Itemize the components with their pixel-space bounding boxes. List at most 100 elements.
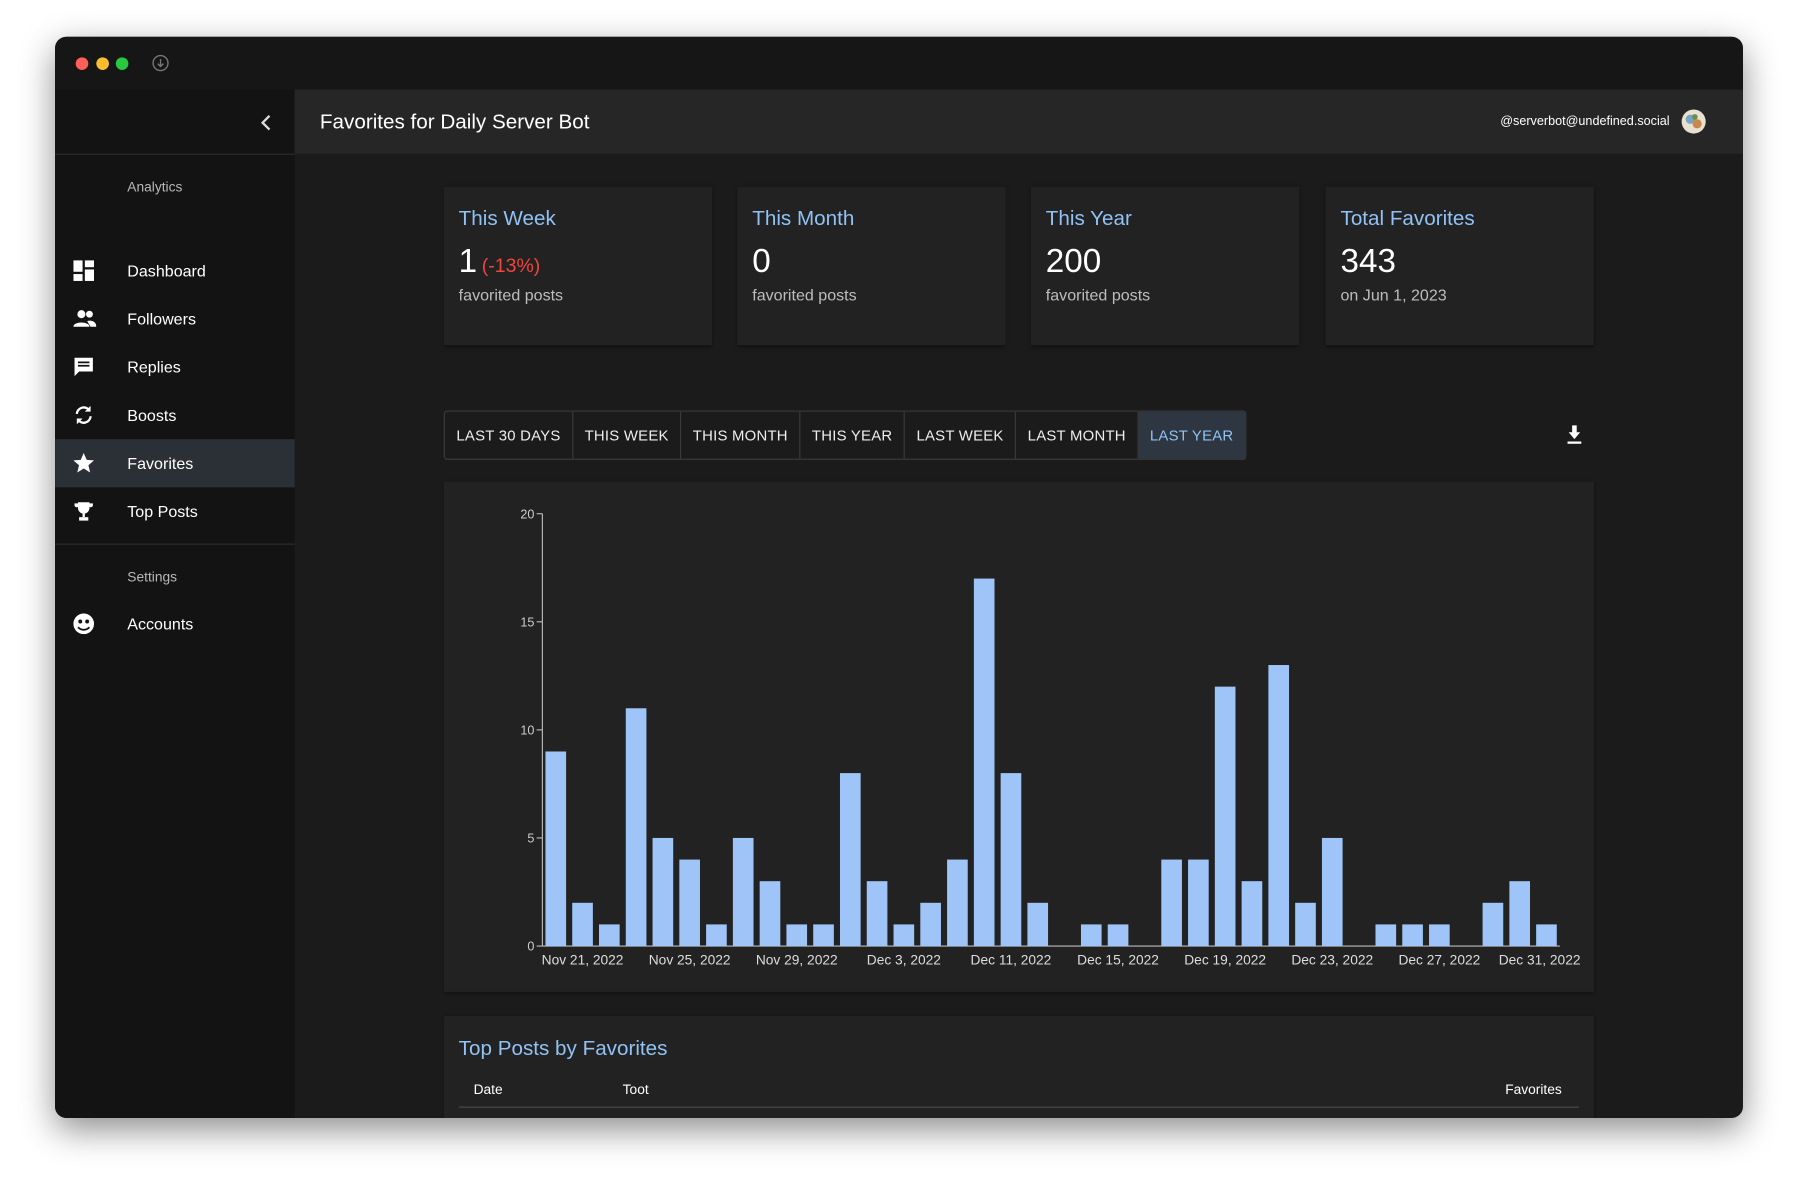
card-value: 343 bbox=[1340, 243, 1396, 280]
collapse-button[interactable] bbox=[257, 114, 275, 132]
header-rule bbox=[458, 1106, 1580, 1108]
card-title: This Year bbox=[1045, 206, 1132, 230]
tab[interactable]: THIS MONTH bbox=[681, 411, 801, 459]
y-tick-label: 10 bbox=[520, 723, 534, 737]
nav-item[interactable]: Replies bbox=[55, 343, 295, 391]
card-caption: favorited posts bbox=[1045, 285, 1151, 304]
tab[interactable]: LAST WEEK bbox=[905, 411, 1017, 459]
nav-label: Dashboard bbox=[127, 261, 206, 280]
nav-label: Boosts bbox=[127, 405, 177, 425]
card-caption: favorited posts bbox=[458, 285, 564, 304]
bar bbox=[652, 837, 674, 947]
x-tick-label: Dec 15, 2022 bbox=[1077, 952, 1159, 967]
divider bbox=[55, 543, 295, 545]
bar bbox=[813, 924, 834, 947]
card-change: (-13%) bbox=[481, 254, 541, 277]
nav-label: Replies bbox=[127, 357, 181, 377]
bar bbox=[1536, 924, 1557, 947]
bar bbox=[866, 881, 888, 947]
bar bbox=[1402, 924, 1423, 947]
y-tick-label: 20 bbox=[520, 507, 534, 521]
bar bbox=[706, 924, 727, 947]
column-header[interactable]: Date bbox=[473, 1081, 503, 1098]
card-value-row: 1 (-13%) bbox=[459, 243, 541, 281]
x-tick-label: Nov 21, 2022 bbox=[542, 952, 624, 967]
y-tick-label: 15 bbox=[520, 615, 534, 629]
bar bbox=[839, 773, 861, 947]
minimize-button[interactable] bbox=[96, 57, 109, 70]
zoom-button[interactable] bbox=[115, 57, 129, 70]
chart-card: 0 5 10 15 20 Nov 21, 2022 Nov 25, 2022 Nov 29, … bbox=[443, 481, 1594, 992]
nav-item[interactable]: Boosts bbox=[55, 391, 295, 439]
chart: 0 5 10 15 20 Nov 21, 2022 Nov 25, 2022 Nov 29, … bbox=[520, 507, 1581, 967]
nav-item[interactable]: Favorites bbox=[55, 439, 295, 488]
tab[interactable]: LAST YEAR bbox=[1138, 411, 1245, 459]
bar bbox=[625, 708, 647, 947]
followers-icon bbox=[73, 310, 97, 327]
bar bbox=[1429, 924, 1450, 947]
bar bbox=[1241, 881, 1263, 947]
bar bbox=[1080, 924, 1102, 947]
card-caption: favorited posts bbox=[752, 285, 857, 304]
nav-item[interactable]: Dashboard bbox=[55, 247, 295, 295]
card-value: 1 bbox=[458, 243, 478, 280]
user-handle[interactable]: @serverbot@undefined.social bbox=[1500, 114, 1670, 129]
y-tick-label: 5 bbox=[527, 832, 534, 846]
x-tick-label: Dec 27, 2022 bbox=[1398, 952, 1480, 967]
column-header[interactable]: Toot bbox=[622, 1081, 649, 1098]
close-button[interactable] bbox=[75, 57, 89, 70]
sidebar: Analytics Dashboard Followers Replies Bo… bbox=[55, 89, 295, 1119]
nav-label: Followers bbox=[127, 309, 196, 328]
download-status-icon[interactable] bbox=[151, 54, 169, 72]
bar bbox=[759, 881, 781, 947]
dashboard-icon bbox=[73, 260, 95, 281]
boosts-icon bbox=[75, 405, 92, 425]
favorites-icon bbox=[73, 452, 95, 473]
nav-item[interactable]: Accounts bbox=[55, 600, 295, 648]
bar bbox=[599, 924, 620, 947]
x-tick-label: Dec 31, 2022 bbox=[1499, 952, 1581, 967]
stat-card: Total Favorites 343 on Jun 1, 2023 bbox=[1325, 186, 1594, 346]
tab[interactable]: LAST 30 DAYS bbox=[445, 411, 574, 459]
nav-item[interactable]: Top Posts bbox=[55, 487, 295, 535]
bar bbox=[732, 837, 754, 947]
x-tick-label: Dec 23, 2022 bbox=[1291, 952, 1373, 967]
bar bbox=[545, 751, 567, 947]
replies-icon bbox=[74, 357, 93, 377]
card-title: This Week bbox=[458, 206, 556, 230]
x-tick-label: Nov 25, 2022 bbox=[649, 952, 731, 967]
card-value: 0 bbox=[752, 243, 771, 280]
bar bbox=[1509, 881, 1531, 947]
nav-label: Favorites bbox=[127, 454, 194, 473]
bar bbox=[1161, 859, 1182, 947]
bar bbox=[947, 859, 968, 947]
tab[interactable]: LAST MONTH bbox=[1016, 411, 1139, 459]
column-header[interactable]: Favorites bbox=[1505, 1081, 1562, 1098]
bar bbox=[1295, 902, 1316, 947]
bar bbox=[1268, 665, 1290, 947]
y-tick-label: 0 bbox=[527, 940, 534, 954]
accounts-icon bbox=[73, 613, 95, 635]
x-tick-label: Dec 19, 2022 bbox=[1184, 952, 1266, 967]
table-title: Top Posts by Favorites bbox=[458, 1036, 668, 1060]
title-bar bbox=[55, 36, 1743, 90]
section-title: Analytics bbox=[127, 178, 183, 195]
bar bbox=[1375, 924, 1397, 947]
avatar[interactable] bbox=[1681, 109, 1706, 134]
bar bbox=[1000, 773, 1022, 947]
card-title: Total Favorites bbox=[1340, 206, 1475, 230]
bar bbox=[920, 902, 941, 947]
download-button[interactable] bbox=[1565, 424, 1583, 445]
tab[interactable]: THIS YEAR bbox=[800, 411, 905, 459]
header: Favorites for Daily Server Bot @serverbo… bbox=[294, 89, 1743, 154]
tab[interactable]: THIS WEEK bbox=[573, 411, 682, 459]
bar bbox=[1107, 924, 1129, 947]
nav-label: Top Posts bbox=[127, 502, 198, 521]
bar bbox=[786, 924, 808, 947]
bar bbox=[973, 578, 995, 947]
bar bbox=[893, 924, 915, 947]
x-tick-label: Dec 11, 2022 bbox=[971, 952, 1052, 967]
nav-item[interactable]: Followers bbox=[55, 295, 295, 343]
